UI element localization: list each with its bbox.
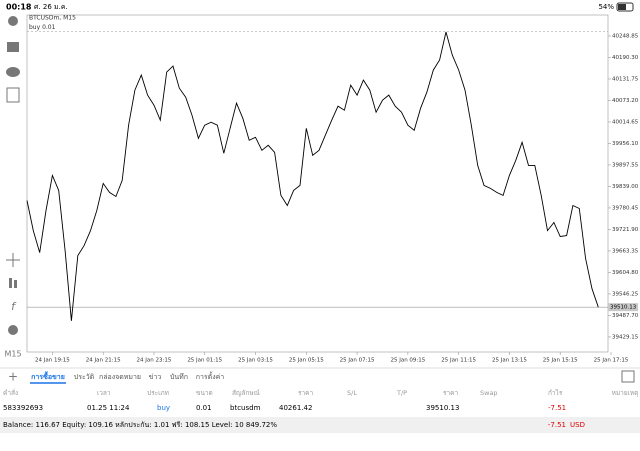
column-header: สัญลักษณ์ <box>232 389 260 397</box>
symbol-label: BTCUSDm, M15 <box>29 15 76 22</box>
cell-symbol: btcusdm <box>230 404 261 412</box>
y-tick-label: 39604.80 <box>612 270 639 276</box>
y-tick-label: 39780.45 <box>612 205 639 211</box>
x-tick-label: 25 Jan 09:15 <box>390 358 425 364</box>
price-line <box>26 31 599 321</box>
cell-time: 01.25 11:24 <box>87 404 130 412</box>
chart-type-icon-b <box>14 280 17 288</box>
y-tick-label: 39429.15 <box>612 334 639 340</box>
tab[interactable]: การซื้อขาย <box>31 370 65 381</box>
bid-tag <box>608 303 638 312</box>
column-header: คำสั่ง <box>3 388 18 397</box>
x-tick-label: 25 Jan 01:15 <box>187 358 222 364</box>
column-header: หมายเหตุ <box>612 389 639 397</box>
x-tick-label: 25 Jan 07:15 <box>340 358 375 364</box>
chart: BTCUSDm, M15 buy 0.01 40248.85 40190.30 4013… <box>26 14 639 364</box>
column-header: S/L <box>347 389 357 397</box>
y-tick-label: 40073.20 <box>612 98 639 104</box>
y-tick-label: 39956.10 <box>612 141 639 147</box>
cell-type: buy <box>157 404 170 412</box>
indicator-icon[interactable]: f <box>11 300 17 313</box>
add-button[interactable]: + <box>8 370 18 384</box>
objects-icon[interactable] <box>8 325 18 335</box>
y-tick-label: 39897.55 <box>612 162 639 168</box>
x-tick-label: 24 Jan 23:15 <box>137 358 172 364</box>
column-header: Swap <box>480 389 498 397</box>
new-order-icon[interactable] <box>6 87 20 103</box>
order-label: buy 0.01 <box>29 24 56 31</box>
x-tick-label: 24 Jan 19:15 <box>35 358 70 364</box>
tab[interactable]: กล่องจดหมาย <box>99 373 141 381</box>
battery-icon <box>616 2 634 12</box>
x-tick-label: 25 Jan 13:15 <box>492 358 527 364</box>
account-icon[interactable] <box>8 16 18 26</box>
y-tick-label: 40131.75 <box>612 76 639 82</box>
timeframe-button[interactable]: M15 <box>4 350 21 359</box>
cell-order: 583392693 <box>3 404 43 412</box>
tab[interactable]: การตั้งค่า <box>196 370 225 381</box>
cell-open-price: 40261.42 <box>279 404 312 412</box>
balance-currency: USD <box>570 421 585 429</box>
column-header: เวลา <box>97 389 111 397</box>
column-header: ราคา <box>443 389 458 397</box>
balance-bar <box>0 417 640 433</box>
tab[interactable]: ข่าว <box>149 373 162 381</box>
column-header: กำไร <box>548 389 563 397</box>
x-tick-label: 25 Jan 15:15 <box>543 358 578 364</box>
balance-profit: -7.51 <box>548 421 566 429</box>
tab[interactable]: ประวัติ <box>74 373 95 381</box>
battery-level <box>618 4 626 10</box>
y-tick-label: 39721.90 <box>612 227 639 233</box>
column-header: ขนาด <box>196 389 213 397</box>
cell-current-price: 39510.13 <box>426 404 459 412</box>
plot-frame <box>26 14 609 353</box>
column-header: ราคา <box>298 389 313 397</box>
status-time: 00:18 <box>6 3 32 12</box>
y-tick-label: 39546.25 <box>612 291 639 297</box>
y-tick-label: 39487.70 <box>612 313 639 319</box>
trade-icon[interactable] <box>7 42 19 52</box>
cell-volume: 0.01 <box>196 404 212 412</box>
y-tick-label: 40190.30 <box>612 55 639 61</box>
x-tick-label: 25 Jan 11:15 <box>441 358 476 364</box>
x-tick-label: 25 Jan 17:15 <box>594 358 629 364</box>
cell-profit: -7.51 <box>548 404 566 412</box>
tab[interactable]: บันทึก <box>170 372 188 381</box>
x-tick-label: 24 Jan 21:15 <box>86 358 121 364</box>
chart-type-icon[interactable] <box>9 278 12 288</box>
chat-icon[interactable] <box>6 67 20 77</box>
status-battery: 54% <box>598 3 614 11</box>
y-tick-label: 39839.00 <box>612 184 639 190</box>
y-tick-label: 40248.85 <box>612 33 639 39</box>
bid-label: 39510.13 <box>610 305 637 311</box>
toolbar: f <box>6 16 20 335</box>
expand-icon[interactable] <box>621 370 635 383</box>
status-date: ศ. 26 ม.ค. <box>34 3 68 11</box>
x-tick-label: 25 Jan 03:15 <box>238 358 273 364</box>
y-tick-label: 40014.65 <box>612 119 639 125</box>
y-tick-label: 39663.35 <box>612 248 639 254</box>
x-tick-label: 25 Jan 05:15 <box>289 358 324 364</box>
trade-table: คำสั่ง เวลา ประเภท ขนาด สัญลักษณ์ ราคา S/L T/P ร… <box>3 388 638 412</box>
column-header: ประเภท <box>147 389 169 397</box>
tabs: การซื้อขาย ประวัติ กล่องจดหมาย ข่าว บันทึก กา… <box>30 370 225 384</box>
balance-text: Balance: 116.67 Equity: 109.16 หลักประกั… <box>3 421 277 429</box>
column-header: T/P <box>396 389 407 397</box>
